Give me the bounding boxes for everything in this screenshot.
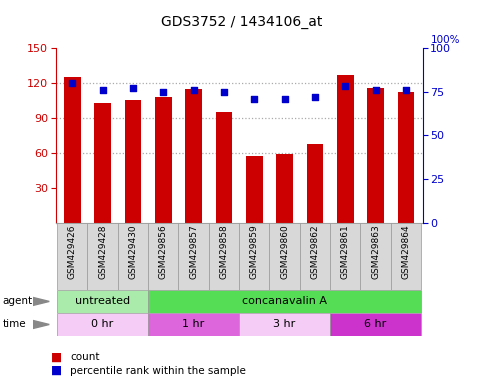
Bar: [239, 313, 330, 336]
Point: [281, 96, 288, 102]
Bar: [178, 223, 209, 290]
Text: GSM429864: GSM429864: [401, 225, 411, 280]
Text: GSM429860: GSM429860: [280, 225, 289, 280]
Text: count: count: [70, 352, 99, 362]
Text: GSM429856: GSM429856: [159, 225, 168, 280]
Text: time: time: [2, 319, 26, 329]
Polygon shape: [33, 297, 49, 306]
Text: GDS3752 / 1434106_at: GDS3752 / 1434106_at: [161, 15, 322, 29]
Bar: [87, 223, 118, 290]
Bar: [391, 223, 421, 290]
Point: [99, 87, 106, 93]
Text: GSM429426: GSM429426: [68, 225, 77, 279]
Point: [250, 96, 258, 102]
Point: [69, 80, 76, 86]
Bar: [337, 75, 354, 223]
Bar: [155, 97, 171, 223]
Bar: [148, 290, 421, 313]
Text: 3 hr: 3 hr: [273, 319, 296, 329]
Text: ■: ■: [51, 351, 62, 364]
Text: concanavalin A: concanavalin A: [242, 296, 327, 306]
Bar: [367, 88, 384, 223]
Bar: [57, 290, 148, 313]
Bar: [64, 77, 81, 223]
Text: GSM429428: GSM429428: [98, 225, 107, 279]
Point: [220, 89, 228, 95]
Bar: [246, 156, 263, 223]
Point: [159, 89, 167, 95]
Point: [402, 87, 410, 93]
Text: GSM429861: GSM429861: [341, 225, 350, 280]
Bar: [94, 103, 111, 223]
Text: percentile rank within the sample: percentile rank within the sample: [70, 366, 246, 376]
Bar: [330, 223, 360, 290]
Text: untreated: untreated: [75, 296, 130, 306]
Bar: [148, 313, 239, 336]
Text: GSM429858: GSM429858: [219, 225, 228, 280]
Bar: [57, 313, 148, 336]
Bar: [330, 313, 421, 336]
Point: [311, 94, 319, 100]
Point: [190, 87, 198, 93]
Bar: [270, 223, 300, 290]
Bar: [239, 223, 270, 290]
Bar: [125, 101, 141, 223]
Bar: [185, 89, 202, 223]
Bar: [148, 223, 178, 290]
Bar: [57, 223, 87, 290]
Point: [129, 85, 137, 91]
Bar: [360, 223, 391, 290]
Text: agent: agent: [2, 296, 32, 306]
Bar: [300, 223, 330, 290]
Bar: [209, 223, 239, 290]
Point: [341, 83, 349, 89]
Bar: [118, 223, 148, 290]
Text: GSM429430: GSM429430: [128, 225, 137, 280]
Point: [372, 87, 380, 93]
Polygon shape: [33, 320, 49, 328]
Bar: [215, 112, 232, 223]
Text: 0 hr: 0 hr: [91, 319, 114, 329]
Bar: [276, 154, 293, 223]
Text: GSM429862: GSM429862: [311, 225, 319, 280]
Text: 1 hr: 1 hr: [183, 319, 205, 329]
Text: GSM429863: GSM429863: [371, 225, 380, 280]
Text: GSM429859: GSM429859: [250, 225, 259, 280]
Bar: [398, 92, 414, 223]
Bar: [307, 144, 323, 223]
Text: ■: ■: [51, 364, 62, 377]
Text: GSM429857: GSM429857: [189, 225, 198, 280]
Text: 100%: 100%: [431, 35, 460, 45]
Text: 6 hr: 6 hr: [365, 319, 387, 329]
